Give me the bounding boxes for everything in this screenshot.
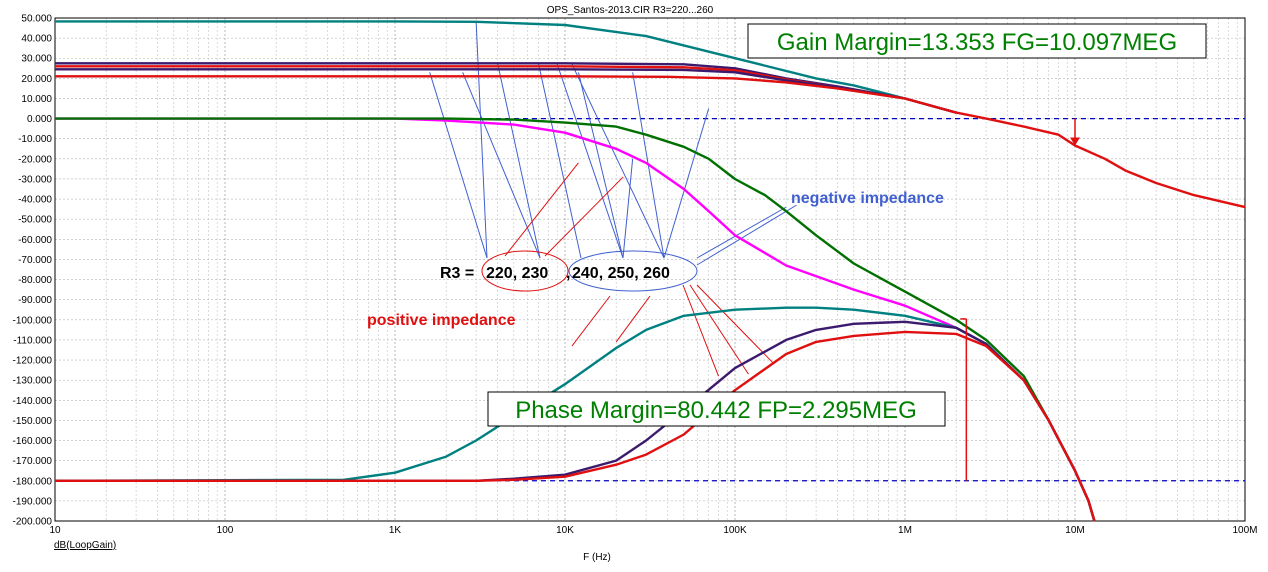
y-tick-label: -110.000 (13, 335, 52, 346)
phase-margin-box (487, 391, 946, 427)
red-leader-line (544, 176, 624, 257)
red-leader-line (571, 295, 611, 347)
gain-curve (55, 65, 957, 114)
grid (54, 17, 1246, 522)
y-tick-label: 20.000 (21, 74, 52, 85)
y-tick-label: 10.000 (21, 94, 52, 105)
negative-ellipse (568, 250, 698, 292)
x-tick-label: 100K (723, 525, 747, 536)
negative-impedance-label: negative impedance (791, 190, 944, 207)
positive-ellipse (481, 250, 569, 292)
x-axis-label: F (Hz) (583, 552, 611, 563)
gain-margin-marker-arrow (1070, 137, 1080, 146)
y-tick-label: -60.000 (18, 235, 52, 246)
y-tick-label: -200.000 (13, 517, 53, 528)
x-tick-label: 100 (217, 525, 234, 536)
blue-leader-line (696, 206, 787, 259)
y-tick-labels: -200.000 -190.000 -180.000 -170.000 -160.000… (13, 14, 53, 528)
phase-curve (55, 117, 1096, 522)
phase-curve (55, 330, 1096, 522)
r3-values-negative: 240, 250, 260 (572, 265, 670, 282)
x-tick-label: 1K (389, 525, 402, 536)
gain-curve (55, 62, 957, 114)
blue-leader-line (622, 158, 634, 259)
blue-leader-line (577, 72, 624, 259)
y-tick-label: -160.000 (13, 436, 53, 447)
x-tick-label: 1M (898, 525, 912, 536)
series-lines (54, 20, 1246, 522)
red-leader-line (689, 284, 749, 375)
y-tick-label: -10.000 (18, 134, 52, 145)
r3-values-positive: 220, 230 (486, 265, 548, 282)
y-tick-label: 30.000 (21, 54, 52, 65)
y-tick-label: -50.000 (18, 215, 52, 226)
y-tick-label: 40.000 (21, 34, 52, 45)
blue-leader-line (462, 72, 541, 259)
y-tick-label: -120.000 (13, 356, 53, 367)
annotation-lines (429, 20, 797, 377)
red-leader-line (696, 284, 775, 365)
gain-margin-label: Gain Margin=13.353 FG=10.097MEG (777, 29, 1177, 56)
plot-frame (54, 17, 1246, 522)
y-tick-label: -190.000 (13, 496, 53, 507)
blue-leader-line (429, 72, 488, 259)
blue-leader-line (475, 20, 488, 259)
y-tick-label: -20.000 (18, 154, 52, 165)
y-tick-label: -130.000 (13, 376, 53, 387)
blue-leader-line (571, 64, 665, 259)
y-tick-label: -70.000 (18, 255, 52, 266)
positive-impedance-label: positive impedance (367, 312, 516, 329)
y-tick-label: 0.000 (27, 114, 52, 125)
y-tick-label: -170.000 (13, 456, 53, 467)
margin-markers (960, 118, 1080, 481)
blue-leader-line (696, 204, 797, 266)
y-axis-label: dB(LoopGain) (54, 540, 116, 551)
x-tick-label: 10K (556, 525, 574, 536)
gain-margin-box (747, 23, 1207, 59)
y-tick-label: -80.000 (18, 275, 52, 286)
blue-leader-line (556, 64, 624, 259)
phase-margin-label: Phase Margin=80.442 FP=2.295MEG (515, 397, 917, 424)
gain-curve (55, 20, 957, 114)
blue-leader-line (538, 64, 582, 259)
x-tick-label: 10 (49, 525, 61, 536)
r3-values-separator: , (566, 265, 570, 282)
blue-leader-line (663, 108, 710, 259)
blue-leader-line (496, 62, 541, 259)
x-tick-label: 10M (1065, 525, 1084, 536)
red-leader-line (615, 295, 651, 343)
y-tick-label: -150.000 (13, 416, 53, 427)
y-tick-label: -140.000 (13, 396, 53, 407)
chart-title: OPS_Santos-2013.CIR R3=220...260 (547, 5, 714, 16)
gain-curve (55, 75, 1246, 209)
y-tick-label: -30.000 (18, 174, 52, 185)
x-tick-labels: 10 100 1K 10K 100K 1M 10M 100M (49, 525, 1257, 536)
y-tick-label: -100.000 (13, 315, 53, 326)
red-leader-line (504, 162, 579, 257)
y-tick-label: -40.000 (18, 195, 52, 206)
r3-label: R3 = (440, 265, 474, 282)
x-tick-label: 100M (1232, 525, 1257, 536)
y-tick-label: -90.000 (18, 295, 52, 306)
red-leader-line (682, 284, 719, 377)
y-tick-label: 50.000 (21, 14, 52, 25)
y-tick-label: -180.000 (13, 476, 53, 487)
